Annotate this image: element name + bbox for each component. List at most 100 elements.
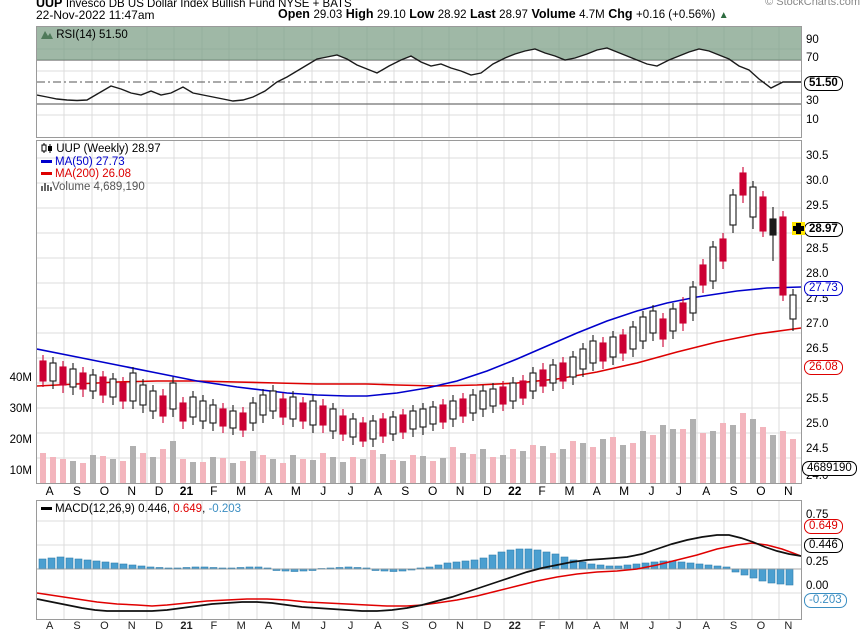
x-axis2-tick-21: 21 bbox=[180, 620, 193, 632]
x-axis2-tick-a: A bbox=[264, 620, 273, 632]
ma200-swatch-icon bbox=[41, 172, 52, 176]
symbol-label: UUP bbox=[36, 0, 63, 10]
price-axis-28-5: 28.5 bbox=[806, 243, 829, 255]
x-axis-tick-n: N bbox=[455, 484, 465, 498]
price-legend-main: UUP (Weekly) 28.97 bbox=[56, 143, 161, 155]
chg-value: +0.16 (+0.56%) bbox=[636, 9, 716, 21]
symbol-description: Invesco DB US Dollar Index Bullish Fund … bbox=[65, 0, 352, 10]
rsi-overbought-fill bbox=[37, 27, 801, 60]
volume-bars-icon bbox=[41, 182, 52, 191]
volume-label: Volume bbox=[531, 7, 576, 21]
chg-up-arrow-icon: ▲ bbox=[718, 10, 729, 21]
volume-tag: 4689190 bbox=[802, 461, 857, 476]
price-legend-ma50-row: MA(50) 27.73 bbox=[41, 156, 161, 169]
x-axis2-tick-j: J bbox=[347, 620, 354, 632]
x-axis2-tick-22: 22 bbox=[508, 620, 521, 632]
rsi-legend-label: RSI(14) 51.50 bbox=[56, 29, 128, 41]
volume-bars bbox=[40, 413, 796, 483]
price-axis-25-0: 25.0 bbox=[806, 418, 829, 430]
open-value: 29.03 bbox=[313, 9, 343, 21]
x-axis2-tick-m: M bbox=[291, 620, 301, 632]
low-value: 28.92 bbox=[437, 9, 467, 21]
price-axis-28-0: 28.0 bbox=[806, 268, 829, 280]
price-legend-ma200: MA(200) 26.08 bbox=[55, 168, 132, 180]
mountain-icon bbox=[41, 29, 53, 39]
price-legend-volume: Volume 4,689,190 bbox=[52, 180, 145, 193]
x-axis2-tick-o: O bbox=[428, 620, 437, 632]
quote-bar: Open 29.03 High 29.10 Low 28.92 Last 28.… bbox=[278, 7, 729, 21]
rsi-axis-90: 90 bbox=[806, 34, 819, 46]
macd-value-tag: 0.446 bbox=[804, 538, 843, 553]
volume-axis-20m: 20M bbox=[9, 434, 32, 446]
macd-axis-000: 0.00 bbox=[806, 580, 829, 592]
candlesticks bbox=[39, 167, 797, 447]
ma200-line bbox=[37, 327, 801, 387]
price-plot bbox=[37, 141, 801, 483]
macd-legend-signal: 0.649 bbox=[173, 503, 203, 515]
x-axis-tick-n: N bbox=[783, 484, 793, 498]
chg-label: Chg bbox=[608, 7, 633, 21]
rsi-current-tag: 51.50 bbox=[804, 76, 843, 91]
macd-legend-hist: -0.203 bbox=[208, 503, 242, 515]
x-axis-secondary: A S O N D 21 F M A M J J A S O N D 22 F M A M J J A S O N bbox=[36, 620, 802, 634]
price-axis-30-0: 30.0 bbox=[806, 175, 829, 187]
x-axis2-tick-d: D bbox=[155, 620, 164, 632]
macd-axis-075: 0.75 bbox=[806, 509, 829, 521]
x-axis-tick-j: J bbox=[320, 484, 327, 498]
x-axis-tick-n: N bbox=[127, 484, 137, 498]
price-legend-ma50: MA(50) 27.73 bbox=[55, 155, 125, 168]
x-axis2-tick-s: S bbox=[729, 620, 738, 632]
price-legend-ma200-row: MA(200) 26.08 bbox=[41, 168, 161, 181]
high-label: High bbox=[345, 7, 374, 21]
volume-axis-10m: 10M bbox=[9, 465, 32, 477]
macd-legend: MACD(12,26,9) 0.446, 0.649, -0.203 bbox=[41, 503, 241, 516]
x-axis2-tick-m: M bbox=[619, 620, 629, 632]
macd-panel[interactable]: MACD(12,26,9) 0.446, 0.649, -0.203 bbox=[36, 500, 802, 620]
macd-svg bbox=[37, 501, 801, 619]
macd-hist-tag: -0.203 bbox=[804, 593, 847, 608]
x-axis-tick-d: D bbox=[483, 484, 492, 498]
chart-title: UUP Invesco DB US Dollar Index Bullish F… bbox=[36, 0, 352, 10]
x-axis2-tick-o: O bbox=[100, 620, 109, 632]
x-axis2-tick-a: A bbox=[46, 620, 54, 632]
x-axis2-tick-f: F bbox=[538, 620, 546, 632]
stockcharts-watermark: © StockCharts.com bbox=[765, 0, 860, 8]
price-legend-main-row: UUP (Weekly) 28.97 bbox=[41, 143, 161, 156]
x-axis2-tick-a: A bbox=[702, 620, 710, 632]
macd-legend-name: MACD(12,26,9) bbox=[55, 503, 135, 515]
x-axis-tick-m: M bbox=[290, 484, 301, 498]
price-panel[interactable]: UUP (Weekly) 28.97 MA(50) 27.73 MA(200) … bbox=[36, 140, 802, 484]
x-axis-tick-21: 21 bbox=[179, 484, 194, 498]
x-axis-tick-f: F bbox=[210, 484, 218, 498]
rsi-axis-30: 30 bbox=[806, 95, 819, 107]
ma200-tag: 26.08 bbox=[804, 360, 843, 375]
x-axis2-tick-f: F bbox=[210, 620, 218, 632]
ma50-tag: 27.73 bbox=[804, 281, 843, 296]
high-value: 29.10 bbox=[376, 9, 406, 21]
rsi-plot bbox=[37, 27, 801, 137]
macd-axis-025: 0.25 bbox=[806, 556, 829, 568]
quote-datetime: 22-Nov-2022 11:47am bbox=[36, 8, 155, 22]
x-axis-tick-a: A bbox=[373, 484, 382, 498]
price-axis-24-5: 24.5 bbox=[806, 443, 829, 455]
price-legend: UUP (Weekly) 28.97 MA(50) 27.73 MA(200) … bbox=[41, 143, 161, 193]
x-axis-tick-s: S bbox=[401, 484, 410, 498]
x-axis2-tick-d: D bbox=[483, 620, 492, 632]
rsi-panel[interactable]: RSI(14) 51.50 bbox=[36, 26, 802, 138]
last-label: Last bbox=[469, 7, 496, 21]
macd-swatch-icon bbox=[41, 507, 52, 511]
x-axis-tick-o: O bbox=[428, 484, 438, 498]
x-axis-tick-22: 22 bbox=[508, 484, 522, 498]
volume-axis-40m: 40M bbox=[9, 372, 32, 384]
x-axis-tick-m: M bbox=[619, 484, 630, 498]
x-axis2-tick-m: M bbox=[236, 620, 246, 632]
price-axis-26-5: 26.5 bbox=[806, 343, 829, 355]
rsi-axis-10: 10 bbox=[806, 114, 819, 126]
x-axis2-tick-m: M bbox=[564, 620, 575, 632]
price-axis-29-5: 29.5 bbox=[806, 200, 829, 212]
macd-legend-value: 0.446 bbox=[138, 503, 167, 515]
x-axis2-tick-s: S bbox=[73, 620, 81, 632]
price-axis-30-5: 30.5 bbox=[806, 150, 829, 162]
rsi-legend: RSI(14) 51.50 bbox=[41, 29, 128, 42]
volume-axis-30m: 30M bbox=[9, 403, 32, 415]
